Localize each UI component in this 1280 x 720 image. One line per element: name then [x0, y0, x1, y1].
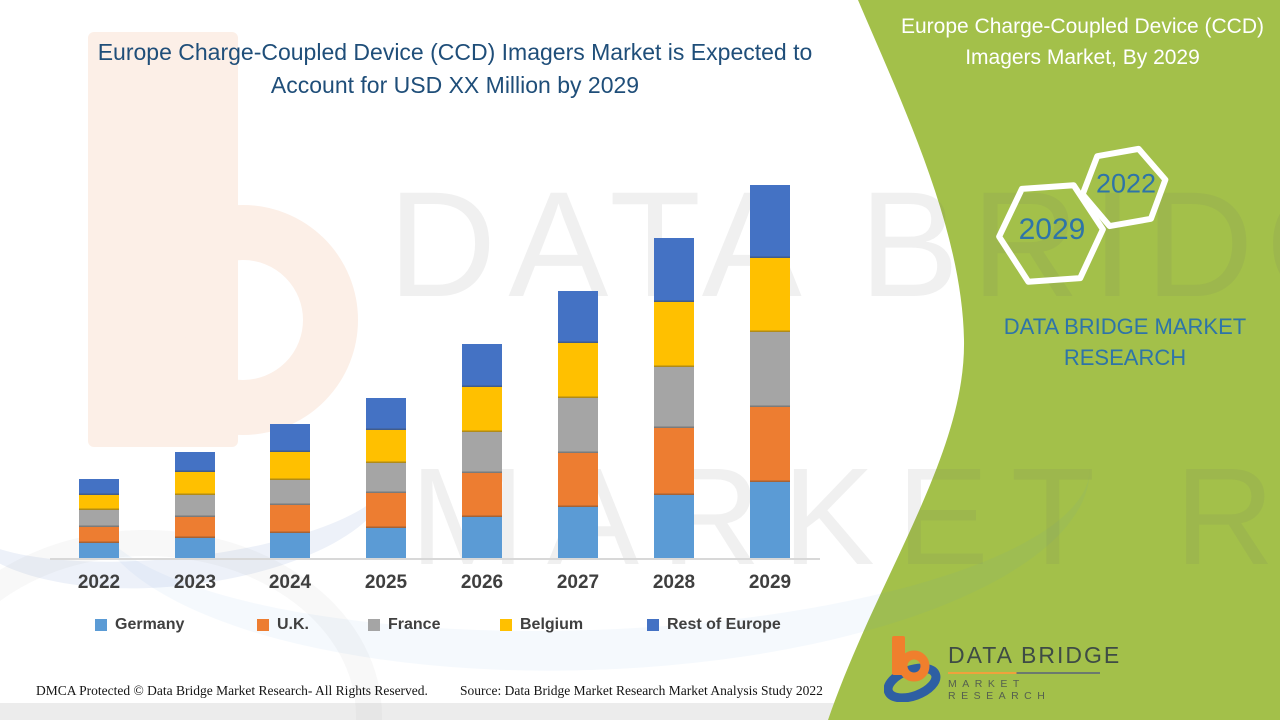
bar-segment-belgium — [175, 472, 215, 495]
bar-segment-u-k- — [462, 473, 502, 517]
legend-label: Rest of Europe — [667, 616, 781, 633]
legend-swatch-icon — [500, 619, 512, 631]
legend-swatch-icon — [95, 619, 107, 631]
dbmr-logo-name: DATA BRIDGE — [948, 642, 1122, 668]
brand-caption: DATA BRIDGE MARKET RESEARCH — [1003, 314, 1247, 370]
bar-segment-belgium — [750, 258, 790, 332]
legend: Germany U.K. France Belgium Rest of Europe — [0, 616, 850, 640]
bar-segment-france — [462, 432, 502, 473]
bar-2026 — [462, 344, 502, 558]
side-panel-title: Europe Charge-Coupled Device (CCD) Image… — [901, 15, 1264, 69]
bar-segment-germany — [270, 533, 310, 558]
chart-title: Europe Charge-Coupled Device (CCD) Image… — [97, 39, 813, 98]
plot-area — [50, 168, 820, 560]
footer-source-text: Source: Data Bridge Market Research Mark… — [460, 683, 823, 698]
legend-item-germany: Germany — [95, 616, 184, 634]
legend-item-belgium: Belgium — [500, 616, 583, 634]
bar-segment-rest-of-europe — [750, 185, 790, 258]
bar-2027 — [558, 291, 598, 558]
x-axis-label-2028: 2028 — [652, 572, 696, 593]
bar-segment-france — [270, 480, 310, 505]
dbmr-logo: DATA BRIDGE MARKET RESEARCH — [884, 634, 1124, 704]
legend-label: U.K. — [277, 616, 309, 633]
x-axis-label-2027: 2027 — [556, 572, 600, 593]
bar-segment-belgium — [366, 430, 406, 463]
legend-item-france: France — [368, 616, 440, 634]
bar-2029 — [750, 185, 790, 558]
hexagon-year-2029: 2029 — [1018, 213, 1086, 246]
x-axis-label-2026: 2026 — [460, 572, 504, 593]
bar-segment-rest-of-europe — [462, 344, 502, 387]
legend-swatch-icon — [368, 619, 380, 631]
bar-2024 — [270, 424, 310, 558]
dbmr-logo-underline — [948, 672, 1100, 674]
hexagon-year-2022: 2022 — [1095, 168, 1157, 199]
x-axis-label-2025: 2025 — [364, 572, 408, 593]
bar-segment-belgium — [654, 302, 694, 367]
bar-segment-germany — [750, 482, 790, 558]
bar-segment-belgium — [79, 495, 119, 510]
footer-dmca-text: DMCA Protected © Data Bridge Market Rese… — [36, 683, 428, 698]
bar-segment-u-k- — [175, 517, 215, 538]
bar-segment-rest-of-europe — [558, 291, 598, 343]
x-axis-label-2024: 2024 — [268, 572, 312, 593]
legend-label: France — [388, 616, 441, 633]
bar-segment-rest-of-europe — [270, 424, 310, 452]
bar-2022 — [79, 479, 119, 558]
legend-label: Germany — [115, 616, 185, 633]
bar-segment-u-k- — [750, 407, 790, 482]
legend-swatch-icon — [647, 619, 659, 631]
bar-segment-germany — [175, 538, 215, 558]
bar-2028 — [654, 238, 694, 558]
legend-item-rest-of-europe: Rest of Europe — [647, 616, 781, 634]
bar-segment-france — [750, 332, 790, 407]
bar-segment-germany — [654, 495, 694, 558]
bar-2023 — [175, 452, 215, 558]
bar-segment-france — [558, 398, 598, 453]
bar-segment-germany — [462, 517, 502, 558]
bar-segment-u-k- — [558, 453, 598, 507]
bar-segment-rest-of-europe — [366, 398, 406, 430]
bar-segment-germany — [79, 543, 119, 558]
bar-segment-france — [366, 463, 406, 493]
bar-segment-rest-of-europe — [79, 479, 119, 495]
bar-segment-belgium — [558, 343, 598, 398]
dbmr-logo-subtitle: MARKET RESEARCH — [948, 678, 1051, 702]
x-axis-label-2022: 2022 — [77, 572, 121, 593]
bar-segment-france — [654, 367, 694, 428]
bar-segment-belgium — [270, 452, 310, 480]
bar-segment-rest-of-europe — [175, 452, 215, 472]
bar-segment-u-k- — [654, 428, 694, 495]
bar-segment-germany — [366, 528, 406, 558]
legend-label: Belgium — [520, 616, 584, 633]
bar-segment-rest-of-europe — [654, 238, 694, 302]
dbmr-logo-icon — [884, 636, 941, 702]
bar-segment-u-k- — [366, 493, 406, 528]
x-axis-label-2023: 2023 — [173, 572, 217, 593]
bar-segment-u-k- — [79, 527, 119, 543]
bar-segment-u-k- — [270, 505, 310, 533]
bar-segment-germany — [558, 507, 598, 558]
x-axis-label-2029: 2029 — [748, 572, 792, 593]
legend-swatch-icon — [257, 619, 269, 631]
bar-segment-france — [175, 495, 215, 517]
legend-item-u-k-: U.K. — [257, 616, 309, 634]
bar-segment-france — [79, 510, 119, 527]
bar-segment-belgium — [462, 387, 502, 432]
bar-2025 — [366, 398, 406, 558]
